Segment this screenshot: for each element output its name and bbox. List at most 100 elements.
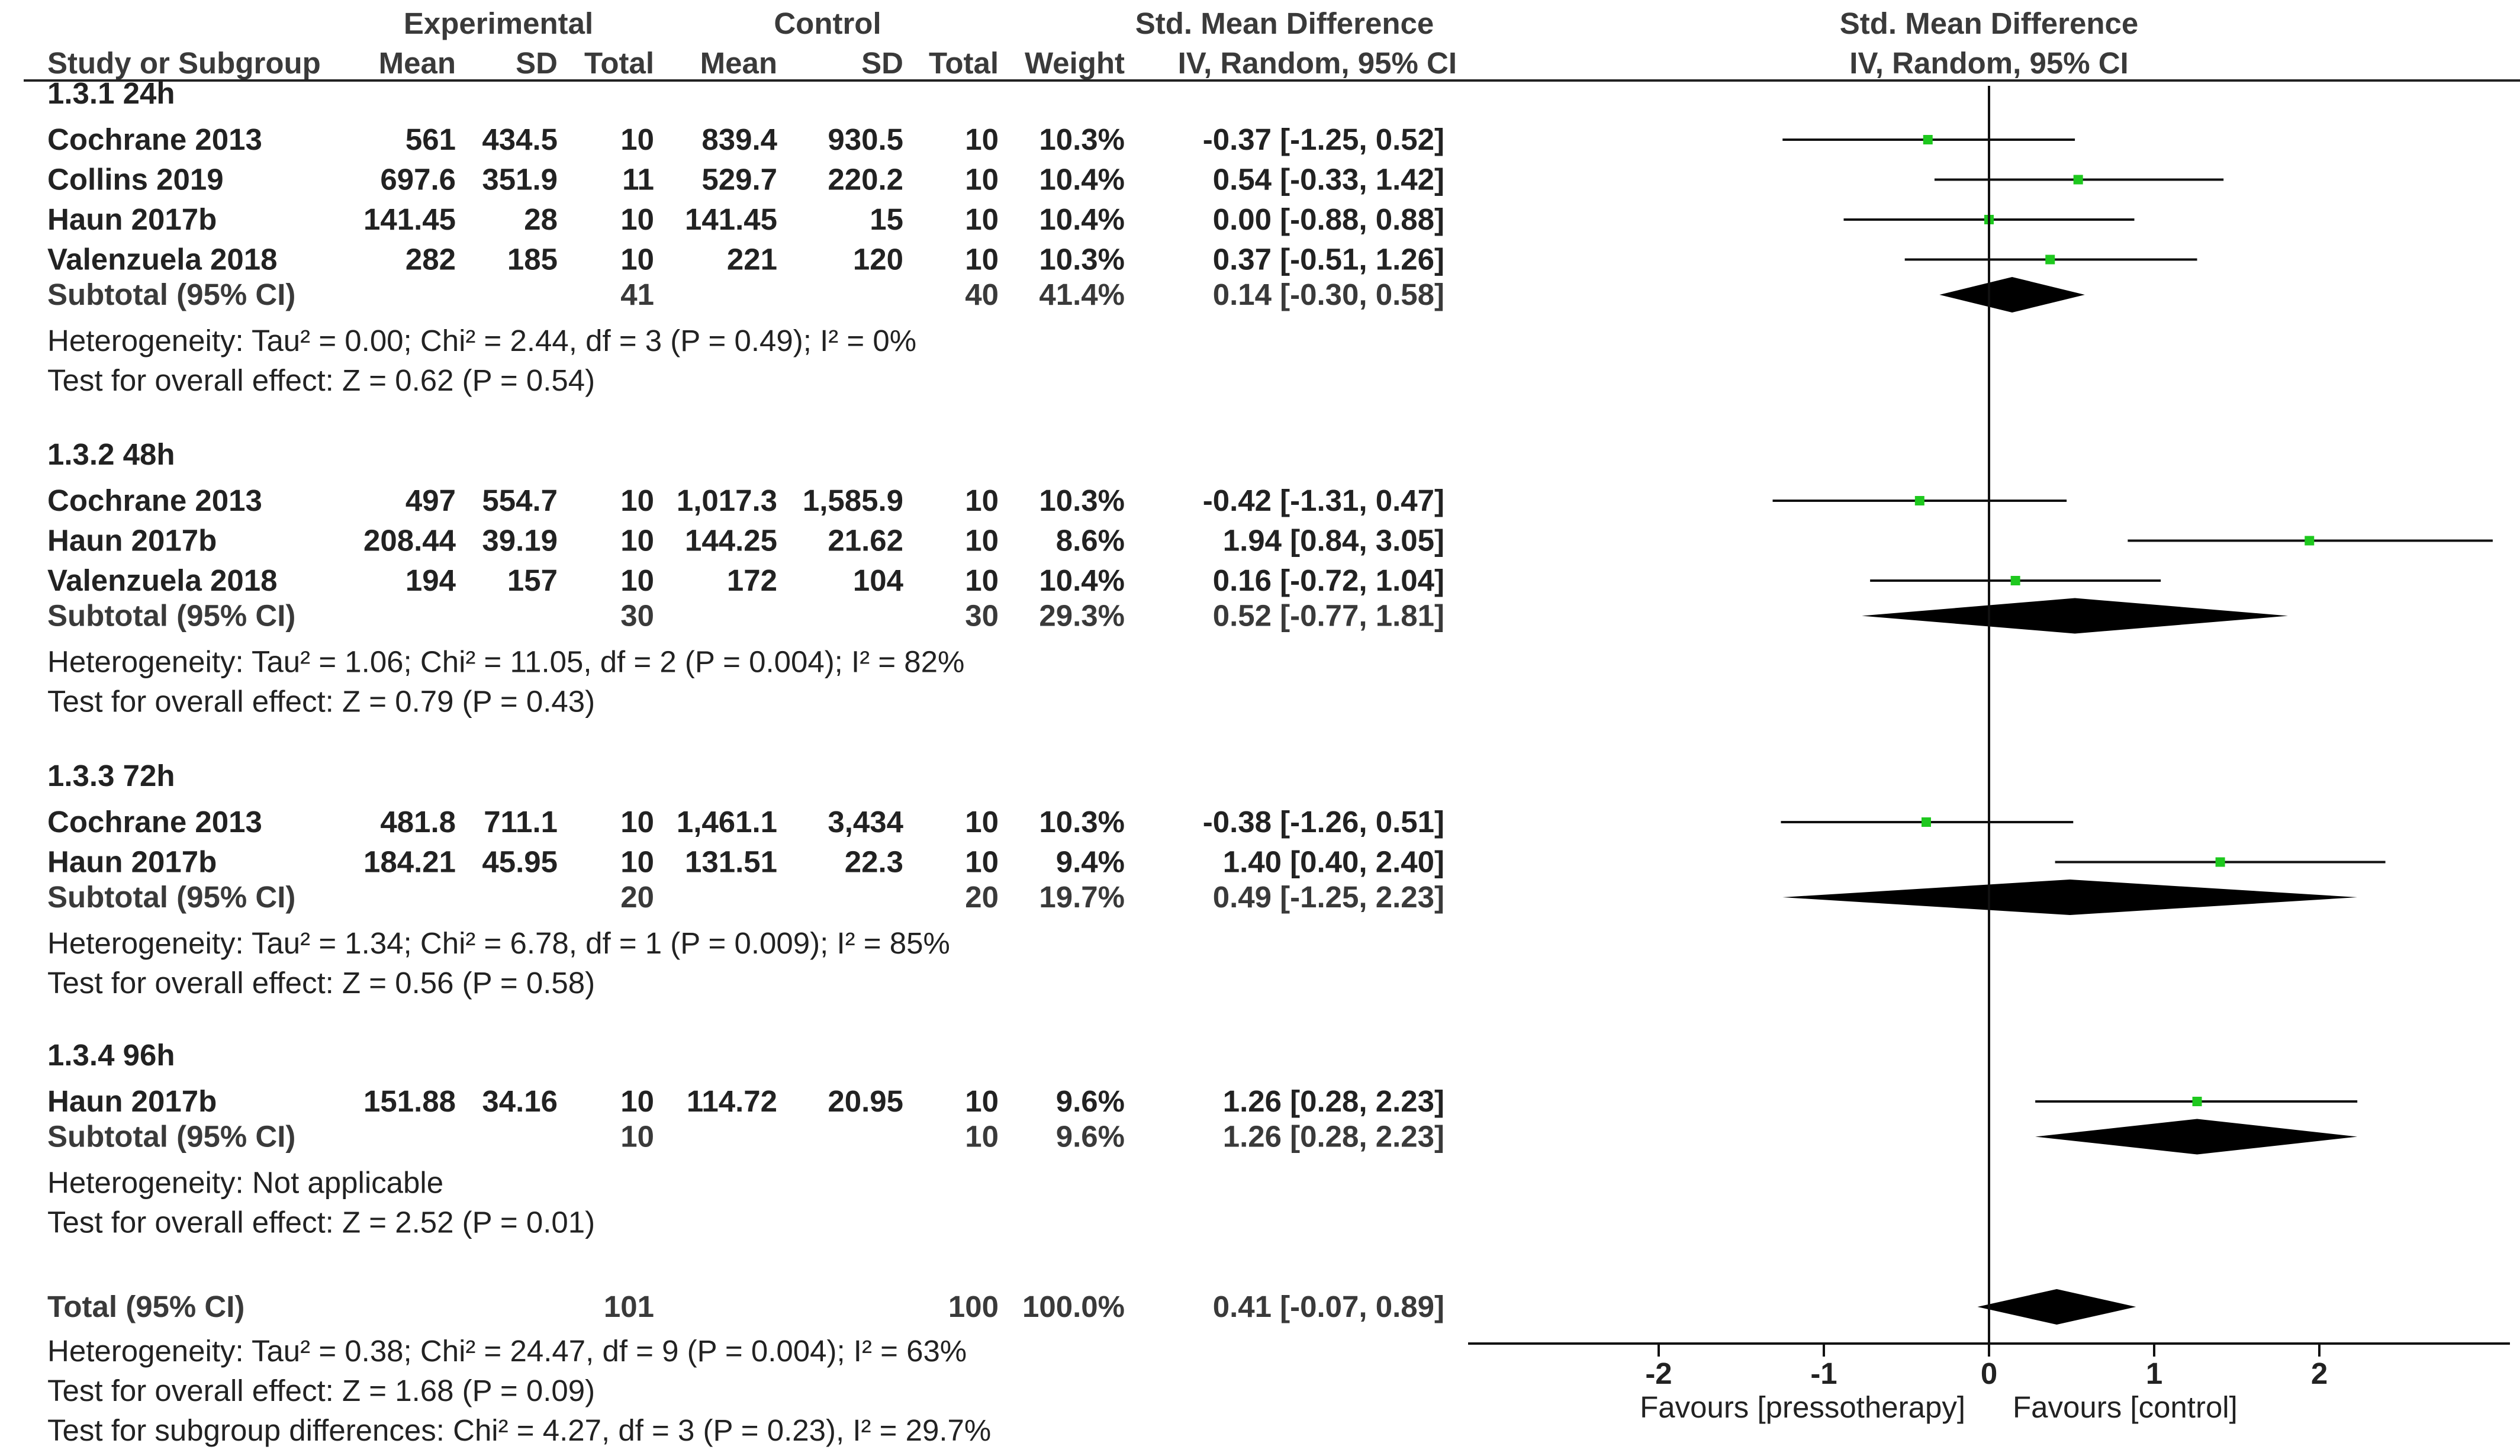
sd-control: 930.5 [828, 123, 903, 156]
weight: 10.4% [1039, 202, 1125, 236]
study-name: Haun 2017b [47, 202, 217, 236]
footer-line: Heterogeneity: Tau² = 0.38; Chi² = 24.47… [47, 1334, 967, 1368]
study-name: Haun 2017b [47, 845, 217, 879]
weight: 10.3% [1039, 243, 1125, 276]
effect-ci: -0.37 [-1.25, 0.52] [1203, 123, 1444, 156]
pooled-diamond [1782, 880, 2358, 915]
overall-effect-text: Test for overall effect: Z = 0.62 (P = 0… [47, 363, 595, 397]
total-weight: 100.0% [1022, 1290, 1125, 1323]
total-control: 10 [965, 805, 999, 839]
x-axis: -2 -1 0 1 2 Favours [pressotherapy] Favours [c… [1468, 86, 2510, 1424]
heterogeneity-text: Heterogeneity: Not applicable [47, 1166, 443, 1200]
total-experimental: 10 [620, 805, 654, 839]
total-experimental: 10 [620, 845, 654, 879]
subtotal-label: Subtotal (95% CI) [47, 880, 295, 914]
footer-line: Test for subgroup differences: Chi² = 4.… [47, 1413, 991, 1447]
subtotal-weight: 9.6% [1056, 1120, 1125, 1154]
subtotal-total-experimental: 41 [620, 278, 654, 311]
total-control: 10 [965, 484, 999, 517]
mean-experimental: 497 [405, 484, 456, 517]
total-experimental: 10 [620, 243, 654, 276]
weight: 10.4% [1039, 563, 1125, 597]
col-study: Study or Subgroup [47, 46, 321, 80]
x-tick-label: -1 [1810, 1357, 1837, 1390]
total-control: 10 [965, 123, 999, 156]
total-label: Total (95% CI) [47, 1290, 244, 1323]
header-effect-plot: Std. Mean Difference [1840, 7, 2138, 40]
sd-control: 1,585.9 [803, 484, 903, 517]
overall-effect-text: Test for overall effect: Z = 2.52 (P = 0… [47, 1206, 595, 1239]
total-control: 10 [965, 243, 999, 276]
pooled-diamond [1862, 598, 2288, 634]
subtotal-weight: 29.3% [1039, 599, 1125, 633]
subtotal-effect-ci: 0.14 [-0.30, 0.58] [1213, 278, 1444, 311]
pooled-diamond [2035, 1119, 2358, 1155]
col-weight: Weight [1025, 46, 1125, 80]
plot-marks [1772, 135, 2493, 1325]
study-name: Valenzuela 2018 [47, 243, 277, 276]
effect-ci: 1.26 [0.28, 2.23] [1223, 1084, 1444, 1118]
subgroup-title: 1.3.3 72h [47, 759, 175, 793]
effect-ci: 0.37 [-0.51, 1.26] [1213, 243, 1444, 276]
sd-experimental: 711.1 [484, 805, 558, 839]
total-experimental: 10 [620, 484, 654, 517]
sd-experimental: 39.19 [482, 524, 558, 558]
study-name: Haun 2017b [47, 1084, 217, 1118]
mean-experimental: 481.8 [380, 805, 456, 839]
col-mean-e: Mean [379, 46, 456, 80]
overall-effect-text: Test for overall effect: Z = 0.56 (P = 0… [47, 966, 595, 1000]
subtotal-label: Subtotal (95% CI) [47, 278, 295, 311]
overall-effect-text: Test for overall effect: Z = 0.79 (P = 0… [47, 685, 595, 719]
subgroup-title: 1.3.1 24h [47, 76, 175, 110]
study-name: Valenzuela 2018 [47, 563, 277, 597]
x-tick-label: 1 [2146, 1357, 2162, 1390]
total-control: 10 [965, 563, 999, 597]
mean-control: 1,017.3 [677, 484, 777, 517]
effect-ci: 1.40 [0.40, 2.40] [1223, 845, 1444, 879]
sd-experimental: 351.9 [482, 163, 558, 197]
subtotal-label: Subtotal (95% CI) [47, 599, 295, 633]
col-method-table: IV, Random, 95% CI [1178, 46, 1457, 80]
weight: 10.3% [1039, 484, 1125, 517]
pooled-diamond [1939, 277, 2085, 313]
sd-experimental: 157 [507, 563, 558, 597]
subgroup-title: 1.3.2 48h [47, 437, 175, 471]
subtotal-weight: 19.7% [1039, 880, 1125, 914]
total-experimental: 10 [620, 202, 654, 236]
weight: 10.3% [1039, 805, 1125, 839]
point-estimate-marker [2045, 255, 2055, 265]
sd-control: 104 [853, 563, 904, 597]
sd-control: 22.3 [845, 845, 903, 879]
subtotal-total-experimental: 10 [620, 1120, 654, 1154]
effect-ci: -0.38 [-1.26, 0.51] [1203, 805, 1444, 839]
study-name: Cochrane 2013 [47, 805, 262, 839]
sd-experimental: 34.16 [482, 1084, 558, 1118]
subtotal-total-experimental: 20 [620, 880, 654, 914]
mean-control: 529.7 [701, 163, 777, 197]
effect-ci: 0.54 [-0.33, 1.42] [1213, 163, 1444, 197]
total-experimental: 10 [620, 524, 654, 558]
effect-ci: 0.16 [-0.72, 1.04] [1213, 563, 1444, 597]
subtotal-total-control: 30 [965, 599, 999, 633]
study-name: Cochrane 2013 [47, 484, 262, 517]
point-estimate-marker [2305, 536, 2315, 546]
mean-control: 172 [727, 563, 777, 597]
effect-ci: -0.42 [-1.31, 0.47] [1203, 484, 1444, 517]
table-rows: 1.3.1 24h Cochrane 2013 561 434.5 10 839.4 930… [47, 76, 1444, 1447]
total-experimental: 10 [620, 563, 654, 597]
heterogeneity-text: Heterogeneity: Tau² = 1.06; Chi² = 11.05… [47, 645, 964, 679]
mean-control: 141.45 [685, 202, 777, 236]
subtotal-total-control: 10 [965, 1120, 999, 1154]
col-sd-e: SD [516, 46, 558, 80]
subtotal-total-control: 40 [965, 278, 999, 311]
pooled-diamond [1977, 1289, 2136, 1325]
effect-ci: 1.94 [0.84, 3.05] [1223, 524, 1444, 558]
mean-control: 839.4 [701, 123, 777, 156]
study-name: Haun 2017b [47, 524, 217, 558]
total-control: 10 [965, 845, 999, 879]
header-experimental: Experimental [404, 7, 593, 40]
subtotal-label: Subtotal (95% CI) [47, 1120, 295, 1154]
col-method-plot: IV, Random, 95% CI [1849, 46, 2128, 80]
mean-control: 114.72 [687, 1084, 777, 1118]
